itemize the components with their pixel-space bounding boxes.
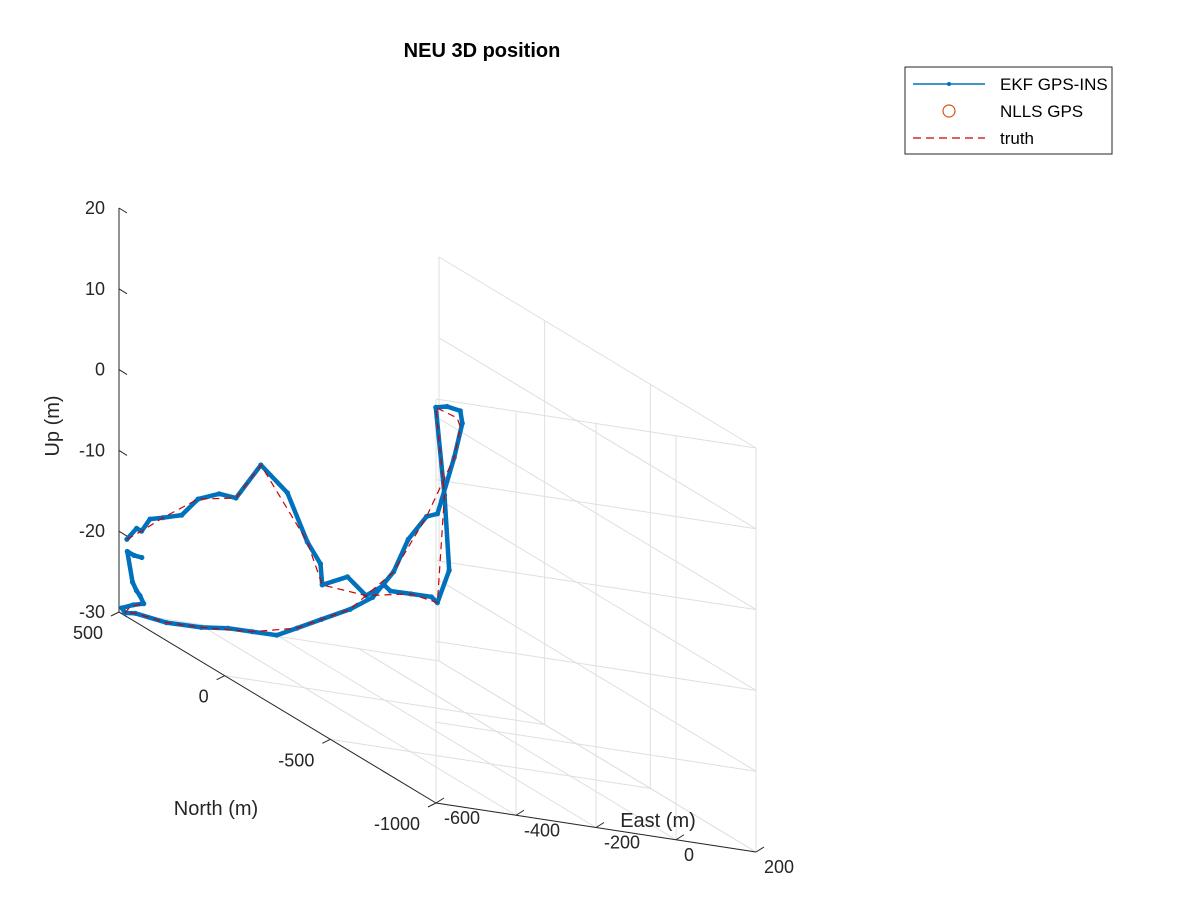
legend-nlls-label: NLLS GPS	[1000, 102, 1083, 121]
gridline-back-z	[435, 479, 757, 530]
ekf-point	[319, 582, 325, 588]
east-tick-mark	[515, 809, 525, 816]
ekf-point	[134, 525, 140, 532]
ekf-point	[124, 548, 130, 555]
gridline-side-z	[438, 256, 757, 449]
ekf-point	[124, 536, 130, 542]
ekf-point	[133, 588, 140, 594]
ekf-point	[444, 403, 450, 410]
east-tick-mark	[755, 846, 765, 853]
north-tick-mark	[110, 611, 120, 617]
north-tick-label: 0	[199, 687, 209, 707]
east-tick-label: -200	[604, 833, 640, 853]
east-tick-label: -600	[444, 808, 480, 828]
ekf-point	[137, 593, 143, 599]
ekf-point	[129, 579, 136, 585]
ekf-point	[274, 632, 280, 638]
ekf-point	[119, 605, 125, 611]
legend: EKF GPS-INS NLLS GPS truth	[904, 66, 1113, 155]
plot-area	[119, 403, 465, 638]
ekf-trajectory-line	[119, 404, 465, 638]
ekf-point	[195, 496, 201, 502]
legend-ekf-marker	[947, 82, 951, 86]
up-tick-label: -30	[79, 602, 105, 622]
ekf-point	[424, 513, 430, 520]
up-tick-label: -10	[79, 440, 105, 460]
north-tick-label: -500	[278, 750, 314, 770]
north-tick-label: 500	[73, 623, 103, 643]
east-tick-label: 0	[684, 845, 694, 865]
ekf-point	[131, 552, 137, 559]
gridline-back-z	[435, 398, 757, 449]
ekf-point	[446, 567, 452, 573]
gridline-back-z	[435, 560, 757, 611]
ekf-point	[284, 490, 290, 496]
z-axis-label: Up (m)	[42, 395, 64, 456]
gridline-side-z	[438, 498, 757, 691]
north-tick-mark	[216, 675, 225, 681]
truth-trajectory-line	[124, 406, 461, 633]
up-tick-label: 20	[85, 198, 105, 218]
gridline-floor-y	[224, 675, 545, 726]
ekf-point	[433, 404, 439, 410]
ekf-point	[147, 516, 153, 522]
ekf-point	[304, 539, 310, 545]
up-tick-mark	[118, 530, 128, 537]
ekf-point	[370, 594, 376, 600]
ekf-point	[344, 574, 351, 580]
y-axis-label: North (m)	[174, 798, 258, 820]
ekf-point	[216, 491, 222, 497]
up-tick-label: 10	[85, 279, 105, 299]
legend-ekf-label: EKF GPS-INS	[1000, 75, 1108, 94]
up-tick-mark	[118, 288, 128, 295]
east-tick-label: 200	[764, 857, 794, 877]
chart-title: NEU 3D position	[404, 40, 561, 62]
ekf-point	[141, 601, 147, 607]
east-tick-mark	[595, 822, 605, 828]
ekf-point	[428, 594, 434, 600]
grid-lines	[118, 256, 757, 853]
gridline-floor-y	[330, 738, 651, 789]
gridline-back-z	[435, 640, 757, 691]
ekf-point	[434, 511, 441, 517]
north-tick-mark	[322, 738, 331, 744]
legend-truth-label: truth	[1000, 129, 1034, 148]
up-tick-label: -20	[79, 521, 105, 541]
legend-box	[904, 66, 1113, 155]
gridline-floor-x	[438, 660, 757, 853]
legend-nlls-marker	[942, 104, 956, 118]
gridline-side-z	[438, 337, 757, 530]
up-tick-mark	[118, 369, 128, 376]
gridline-side-z	[438, 418, 757, 611]
gridline-side-z	[438, 579, 757, 772]
east-tick-mark	[435, 797, 445, 804]
ekf-point	[459, 420, 465, 426]
up-tick-label: 0	[95, 360, 105, 380]
east-tick-label: -400	[524, 820, 560, 840]
east-tick-mark	[675, 834, 685, 841]
tick-labels: -600 -400 -200 0 200 500 0 -500 -1000 20 10 0 -10 -20…	[73, 198, 794, 877]
gridline-floor-x	[358, 648, 677, 841]
up-tick-mark	[118, 449, 128, 456]
north-tick-label: -1000	[374, 814, 420, 834]
ekf-point	[387, 588, 393, 594]
gridline-floor-x	[198, 623, 517, 816]
ekf-point	[347, 606, 353, 612]
ekf-point	[179, 512, 185, 518]
x-axis-label: East (m)	[620, 810, 696, 832]
up-tick-mark	[118, 207, 128, 214]
gridline-floor-x	[278, 636, 597, 828]
north-tick-mark	[427, 802, 437, 808]
ekf-point	[130, 602, 136, 608]
gridline-back-z	[435, 721, 757, 772]
ekf-point	[317, 561, 324, 567]
ekf-point	[381, 582, 387, 588]
ekf-point	[139, 554, 145, 561]
ekf-point	[457, 408, 463, 414]
north-axis-line	[118, 611, 437, 804]
ekf-point	[405, 536, 411, 542]
